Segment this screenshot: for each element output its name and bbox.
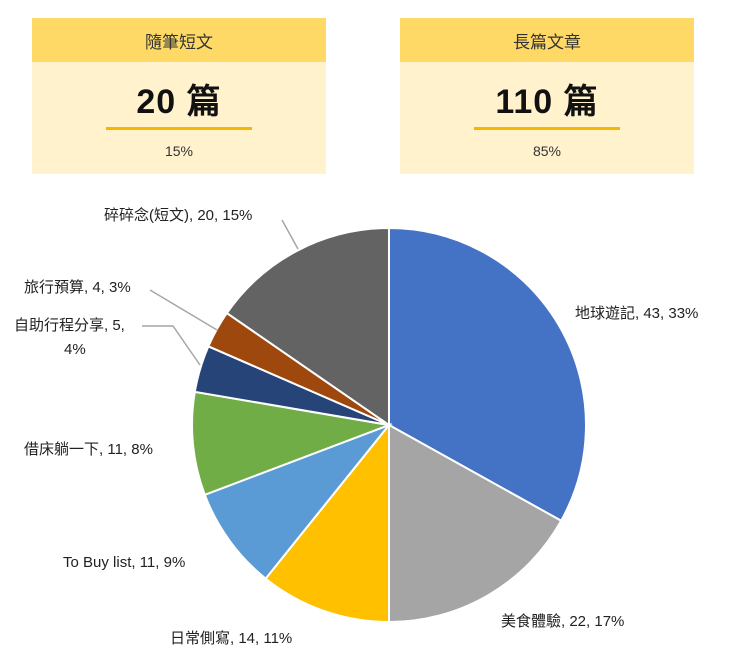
long-posts-percent: 85% [532, 143, 562, 159]
slice-label-2: 美食體驗, 22, 17% [501, 613, 624, 630]
slice-label-1: 地球遊記, 43, 33% [575, 305, 698, 322]
pie-slice-1 [388, 226, 587, 523]
leader-line-8 [281, 219, 299, 250]
long-posts-underline [474, 127, 620, 130]
short-posts-card: 隨筆短文 20 篇 15% [32, 18, 326, 174]
long-posts-card: 長篇文章 110 篇 85% [400, 18, 694, 174]
slice-label-6: 自助行程分享, 5, 4% [14, 317, 125, 358]
pie-slice-8 [225, 226, 390, 427]
pie-slice-2 [388, 423, 563, 624]
short-posts-percent: 15% [164, 143, 194, 159]
leader-lines [142, 219, 299, 366]
slice-labels: 地球遊記, 43, 33% 美食體驗, 22, 17% 日常側寫, 14, 11% T… [14, 206, 698, 647]
slice-label-7: 旅行預算, 4, 3% [24, 278, 131, 296]
short-posts-title: 隨筆短文 [32, 18, 326, 62]
pie-slice-3 [264, 422, 390, 624]
leader-line-6 [142, 325, 201, 366]
slice-label-3: 日常側寫, 14, 11% [170, 629, 292, 647]
long-posts-title: 長篇文章 [400, 18, 694, 62]
short-posts-count: 20 篇 [136, 83, 222, 121]
leader-line-7 [149, 289, 218, 331]
slice-label-4: To Buy list, 11, 9% [63, 554, 185, 571]
slice-label-8: 碎碎念(短文), 20, 15% [104, 206, 252, 224]
slice-label-5: 借床躺一下, 11, 8% [24, 441, 153, 458]
long-posts-count: 110 篇 [495, 83, 599, 121]
pie-slices [191, 226, 587, 624]
short-posts-underline [106, 127, 252, 130]
pie-slice-4 [203, 422, 393, 581]
